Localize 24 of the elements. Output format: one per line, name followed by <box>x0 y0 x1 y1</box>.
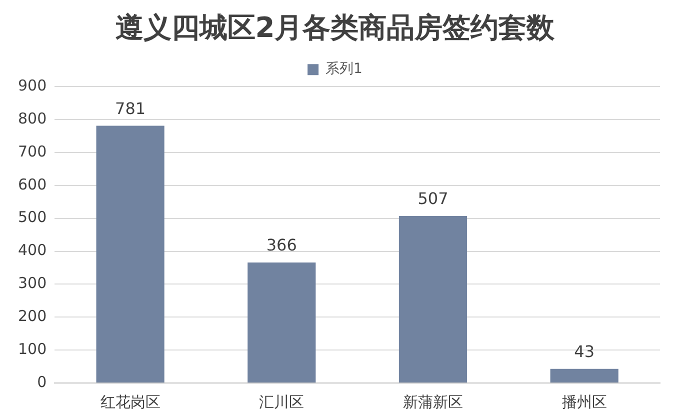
y-tick-label: 400 <box>18 241 47 260</box>
chart-title: 遵义四城区2月各类商品房签约套数 <box>115 11 556 44</box>
y-tick-label: 100 <box>18 340 47 358</box>
x-tick-label: 汇川区 <box>259 392 304 411</box>
bar <box>398 216 468 382</box>
x-tick-label: 新蒲新区 <box>402 392 463 411</box>
data-label: 781 <box>115 98 146 118</box>
y-tick-label: 200 <box>18 307 47 326</box>
x-tick-label: 播州区 <box>562 392 607 411</box>
data-label: 366 <box>266 236 297 255</box>
y-tick-label: 500 <box>18 208 47 226</box>
y-tick-label: 800 <box>18 109 47 128</box>
y-tick-label: 300 <box>18 274 47 292</box>
data-label: 43 <box>574 342 595 361</box>
bar <box>96 126 164 382</box>
bar <box>248 262 316 382</box>
y-tick-label: 600 <box>18 175 47 194</box>
y-tick-label: 900 <box>18 76 47 94</box>
data-label: 507 <box>418 189 448 208</box>
legend-label: 系列1 <box>326 61 362 78</box>
y-tick-label: 0 <box>37 372 47 391</box>
y-tick-label: 700 <box>18 142 47 160</box>
bar <box>550 368 618 382</box>
x-tick-label: 红花岗区 <box>100 392 160 411</box>
